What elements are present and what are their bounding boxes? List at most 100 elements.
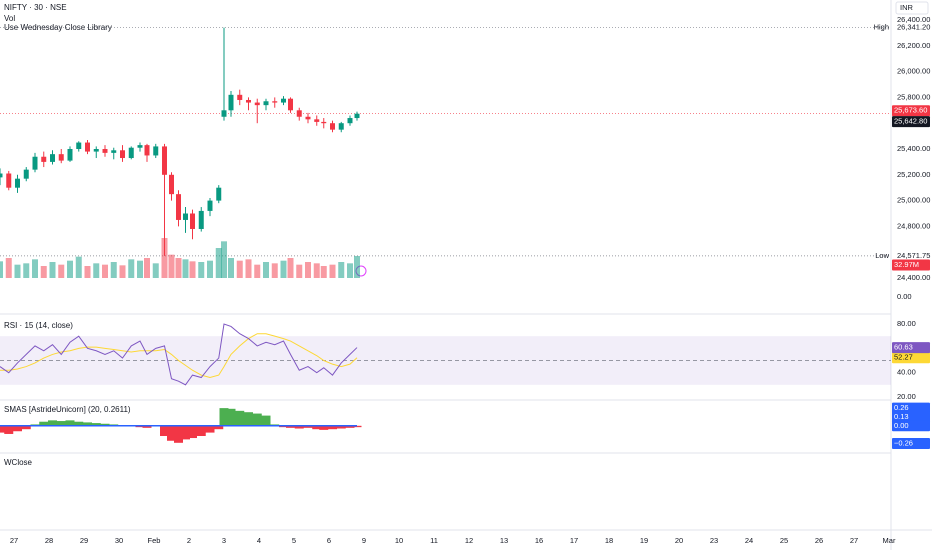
rsi-last-badge: [892, 342, 930, 354]
smas-title: SMAS [AstrideUnicorn] (20, 0.2611): [4, 405, 131, 414]
smas-bar: [294, 425, 304, 429]
volume-bar: [287, 258, 294, 278]
volume-bar: [0, 261, 3, 278]
x-tick-label: 16: [535, 536, 543, 545]
candle-body: [76, 142, 82, 149]
smas-tick-badge: [892, 411, 930, 423]
y-tick-label: 25,200.00: [897, 170, 930, 179]
volume-bar: [198, 262, 205, 278]
candle-body: [321, 121, 327, 124]
volume-last: 32.97M: [894, 260, 919, 269]
smas-bar: [205, 425, 215, 433]
x-tick-label: 18: [605, 536, 613, 545]
y-tick-label: 26,200.00: [897, 41, 930, 50]
volume-bar: [49, 262, 56, 278]
y-tick-label: 24,400.00: [897, 273, 930, 282]
volume-bar: [168, 254, 175, 278]
symbol-title: NIFTY · 30 · NSE: [4, 3, 67, 12]
volume-bar: [182, 259, 189, 278]
smas-tick-badge: [892, 402, 930, 414]
candle-body: [137, 145, 143, 148]
volume-bar: [254, 264, 261, 278]
volume-bar: [93, 263, 100, 278]
candle-body: [153, 146, 159, 156]
smas-bar: [252, 413, 262, 426]
candle-body: [111, 150, 117, 153]
candle-body: [338, 123, 344, 130]
second-price-badge: [892, 116, 930, 128]
smas-bar: [235, 410, 245, 426]
volume-bar: [84, 266, 91, 278]
smas-bar: [83, 422, 92, 426]
x-tick-label: 29: [80, 536, 88, 545]
smas-bar: [48, 420, 57, 426]
y-tick-label: 0.00: [897, 292, 912, 301]
x-tick-label: Feb: [148, 536, 161, 545]
high_line-name: High: [874, 23, 889, 32]
candle-body: [354, 113, 360, 119]
candle-body: [190, 213, 195, 229]
smas-bar: [312, 425, 322, 430]
high_line-value: 26,341.20: [897, 23, 930, 32]
candle-body: [120, 150, 125, 159]
candle-body: [0, 173, 3, 178]
volume-bar: [347, 263, 353, 278]
volume-bar: [152, 263, 159, 278]
volume-bar: [313, 263, 320, 278]
candle-body: [23, 169, 29, 179]
x-tick-label: 26: [815, 536, 823, 545]
smas-bar: [74, 421, 84, 426]
smas-bar: [181, 425, 190, 440]
last-price-badge: [892, 105, 930, 117]
rsi-last-badge: [892, 352, 930, 364]
volume-bar: [75, 256, 82, 278]
smas-bar: [100, 423, 110, 426]
smas-tick-badge: [892, 437, 930, 449]
x-tick-label: 25: [780, 536, 788, 545]
smas-tick: 0.13: [894, 412, 909, 421]
volume-bar: [271, 263, 278, 278]
volume-bar: [221, 241, 227, 278]
candle-body: [85, 142, 90, 152]
y-tick-label: 25,800.00: [897, 92, 930, 101]
candle-body: [183, 213, 188, 220]
volume-bar: [119, 265, 126, 278]
candle-body: [281, 98, 286, 103]
x-tick-label: 4: [257, 536, 261, 545]
low_line-value: 24,571.75: [897, 251, 930, 260]
x-tick-label: 10: [395, 536, 403, 545]
x-tick-label: 27: [10, 536, 18, 545]
smas-bar: [39, 421, 49, 426]
smas-bar: [174, 425, 183, 443]
candle-body: [221, 110, 227, 117]
smas-bar: [13, 425, 22, 432]
x-tick-label: Mar: [883, 536, 896, 545]
volume-bar: [236, 260, 243, 278]
candle-body: [347, 118, 353, 124]
rsi-line: [0, 323, 358, 386]
x-tick-label: 11: [430, 536, 438, 545]
y-tick-label: 25,000.00: [897, 196, 930, 205]
smas-bar: [167, 425, 176, 441]
smas-bar: [4, 425, 14, 434]
smas-bar: [226, 408, 236, 426]
candle-body: [162, 146, 167, 175]
volume-bar: [263, 262, 269, 278]
smas-bar: [65, 420, 75, 426]
smas-tick: 0.26: [894, 403, 909, 412]
smas-bar: [303, 425, 313, 428]
currency-box[interactable]: [895, 1, 929, 15]
candle-body: [176, 194, 181, 220]
volume-bar: [5, 258, 12, 278]
x-tick-label: 30: [115, 536, 123, 545]
x-tick-label: 6: [327, 536, 331, 545]
candle-body: [198, 210, 204, 229]
candle-body: [128, 147, 134, 159]
volume-bar: [320, 266, 327, 278]
volume-bar: [338, 262, 345, 278]
candle-body: [216, 187, 222, 201]
candle-body: [314, 119, 320, 122]
candle-body: [254, 102, 260, 106]
volume-bar: [32, 259, 38, 278]
